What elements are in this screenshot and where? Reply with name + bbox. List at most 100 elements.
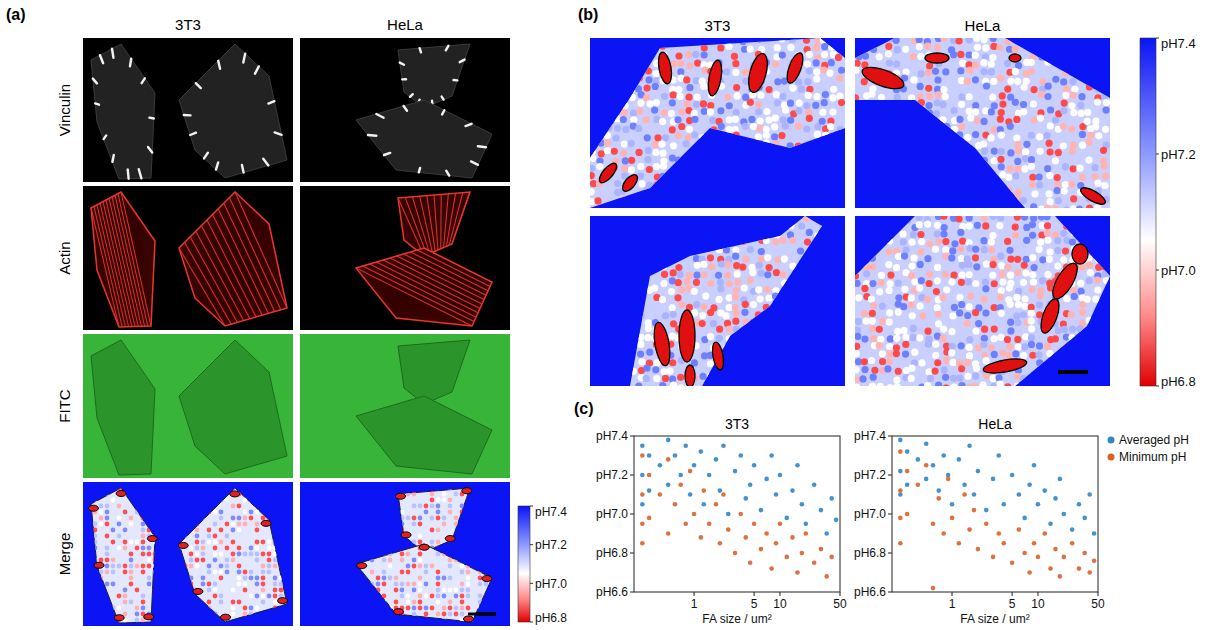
speckle bbox=[147, 480, 152, 485]
adhesion bbox=[446, 171, 449, 176]
speckle bbox=[496, 558, 501, 563]
speckle bbox=[466, 582, 471, 587]
speckle bbox=[135, 522, 140, 527]
colorbar-tick bbox=[530, 506, 533, 507]
speckle bbox=[454, 558, 459, 563]
speckle bbox=[285, 576, 290, 581]
row-head: Vinculin bbox=[56, 84, 73, 136]
speckle bbox=[316, 516, 321, 521]
speckle bbox=[207, 588, 212, 593]
speckle bbox=[93, 588, 98, 593]
speckle bbox=[105, 510, 110, 515]
speckle bbox=[340, 606, 345, 611]
speckle bbox=[502, 492, 507, 497]
speckle bbox=[466, 570, 471, 575]
speckle bbox=[213, 552, 218, 557]
adhesion bbox=[139, 169, 142, 178]
speckle bbox=[358, 492, 363, 497]
speckle bbox=[376, 546, 381, 551]
speckle bbox=[334, 588, 339, 593]
speckle bbox=[490, 540, 495, 545]
speckle bbox=[225, 570, 230, 575]
speckle bbox=[219, 570, 224, 575]
speckle bbox=[213, 570, 218, 575]
speckle bbox=[298, 534, 303, 539]
speckle bbox=[273, 522, 278, 527]
speckle bbox=[177, 552, 182, 557]
speckle bbox=[454, 528, 459, 533]
adhesion bbox=[357, 563, 367, 569]
speckle bbox=[358, 558, 363, 563]
speckle bbox=[448, 558, 453, 563]
speckle bbox=[285, 558, 290, 563]
speckle bbox=[195, 564, 200, 569]
speckle bbox=[442, 546, 447, 551]
speckle bbox=[298, 588, 303, 593]
speckle bbox=[249, 606, 254, 611]
speckle bbox=[261, 480, 266, 485]
speckle bbox=[225, 564, 230, 569]
speckle bbox=[382, 546, 387, 551]
speckle bbox=[454, 522, 459, 527]
adhesion bbox=[190, 133, 196, 135]
speckle bbox=[346, 594, 351, 599]
speckle bbox=[81, 594, 86, 599]
speckle bbox=[249, 516, 254, 521]
speckle bbox=[460, 510, 465, 515]
speckle bbox=[255, 546, 260, 551]
speckle bbox=[418, 534, 423, 539]
speckle bbox=[388, 546, 393, 551]
speckle bbox=[153, 492, 158, 497]
speckle bbox=[165, 534, 170, 539]
speckle bbox=[81, 528, 86, 533]
speckle bbox=[340, 576, 345, 581]
speckle bbox=[382, 498, 387, 503]
speckle bbox=[370, 480, 375, 485]
speckle bbox=[207, 510, 212, 515]
speckle bbox=[237, 552, 242, 557]
speckle bbox=[352, 498, 357, 503]
speckle bbox=[382, 558, 387, 563]
speckle bbox=[364, 582, 369, 587]
speckle bbox=[466, 486, 471, 491]
speckle bbox=[478, 552, 483, 557]
speckle bbox=[376, 486, 381, 491]
speckle bbox=[267, 492, 272, 497]
speckle bbox=[177, 558, 182, 563]
speckle bbox=[298, 612, 303, 617]
speckle bbox=[111, 570, 116, 575]
speckle bbox=[304, 582, 309, 587]
speckle bbox=[358, 516, 363, 521]
speckle bbox=[418, 558, 423, 563]
speckle bbox=[424, 486, 429, 491]
speckle bbox=[201, 618, 206, 623]
speckle bbox=[81, 516, 86, 521]
speckle bbox=[424, 606, 429, 611]
speckle bbox=[237, 528, 242, 533]
speckle bbox=[328, 582, 333, 587]
speckle bbox=[298, 546, 303, 551]
speckle bbox=[93, 498, 98, 503]
speckle bbox=[388, 522, 393, 527]
speckle bbox=[189, 594, 194, 599]
speckle bbox=[159, 558, 164, 563]
speckle bbox=[406, 594, 411, 599]
adhesion bbox=[376, 114, 383, 118]
speckle bbox=[123, 528, 128, 533]
speckle bbox=[298, 528, 303, 533]
speckle bbox=[279, 516, 284, 521]
speckle bbox=[243, 576, 248, 581]
speckle bbox=[454, 558, 459, 563]
speckle bbox=[594, 197, 601, 204]
speckle bbox=[466, 576, 471, 581]
speckle bbox=[81, 576, 86, 581]
speckle bbox=[340, 570, 345, 575]
speckle bbox=[310, 588, 315, 593]
speckle bbox=[195, 504, 200, 509]
speckle bbox=[285, 546, 290, 551]
speckle bbox=[298, 522, 303, 527]
speckle bbox=[135, 588, 140, 593]
speckle bbox=[460, 516, 465, 521]
speckle bbox=[328, 606, 333, 611]
speckle bbox=[87, 522, 92, 527]
